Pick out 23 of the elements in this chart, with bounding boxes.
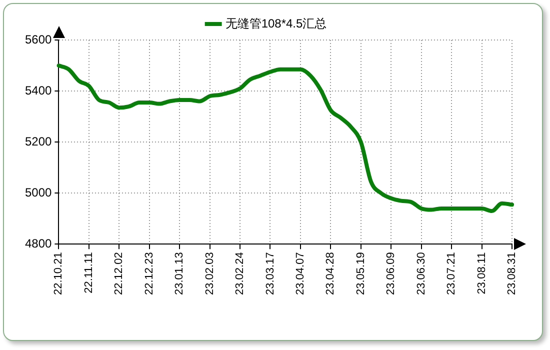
y-tick-label: 5200: [24, 134, 52, 148]
x-tick-label: 23.02.03: [204, 252, 216, 296]
x-tick-label: 23.04.07: [294, 252, 306, 296]
x-tick-label: 23.08.11: [476, 252, 488, 294]
line-series: [56, 64, 514, 213]
x-tick-label: 22.12.02: [113, 252, 126, 296]
y-tick-label: 5400: [24, 83, 52, 98]
x-tick-label: 23.08.31: [506, 252, 518, 296]
x-tick-label: 23.07.21: [446, 252, 458, 296]
x-tick-label: 23.04.28: [324, 252, 337, 296]
x-tick-label: 23.02.24: [234, 252, 246, 296]
x-tick-label: 23.06.30: [415, 252, 428, 296]
x-tick-label: 22.10.21: [52, 252, 65, 296]
x-tick-label: 23.03.17: [264, 252, 276, 296]
x-tick-label: 22.12.23: [143, 252, 156, 296]
legend-label: 无缝管108*4.5汇总: [225, 16, 327, 30]
x-tick-label: 23.06.09: [385, 252, 398, 296]
y-tick-label: 5000: [24, 185, 52, 200]
y-tick-label: 5600: [24, 32, 52, 46]
x-tick-label: 23.01.13: [174, 252, 186, 296]
x-tick-label: 22.11.11: [82, 252, 95, 294]
y-tick-label: 4800: [24, 236, 52, 250]
x-tick-label: 23.05.19: [354, 252, 367, 296]
